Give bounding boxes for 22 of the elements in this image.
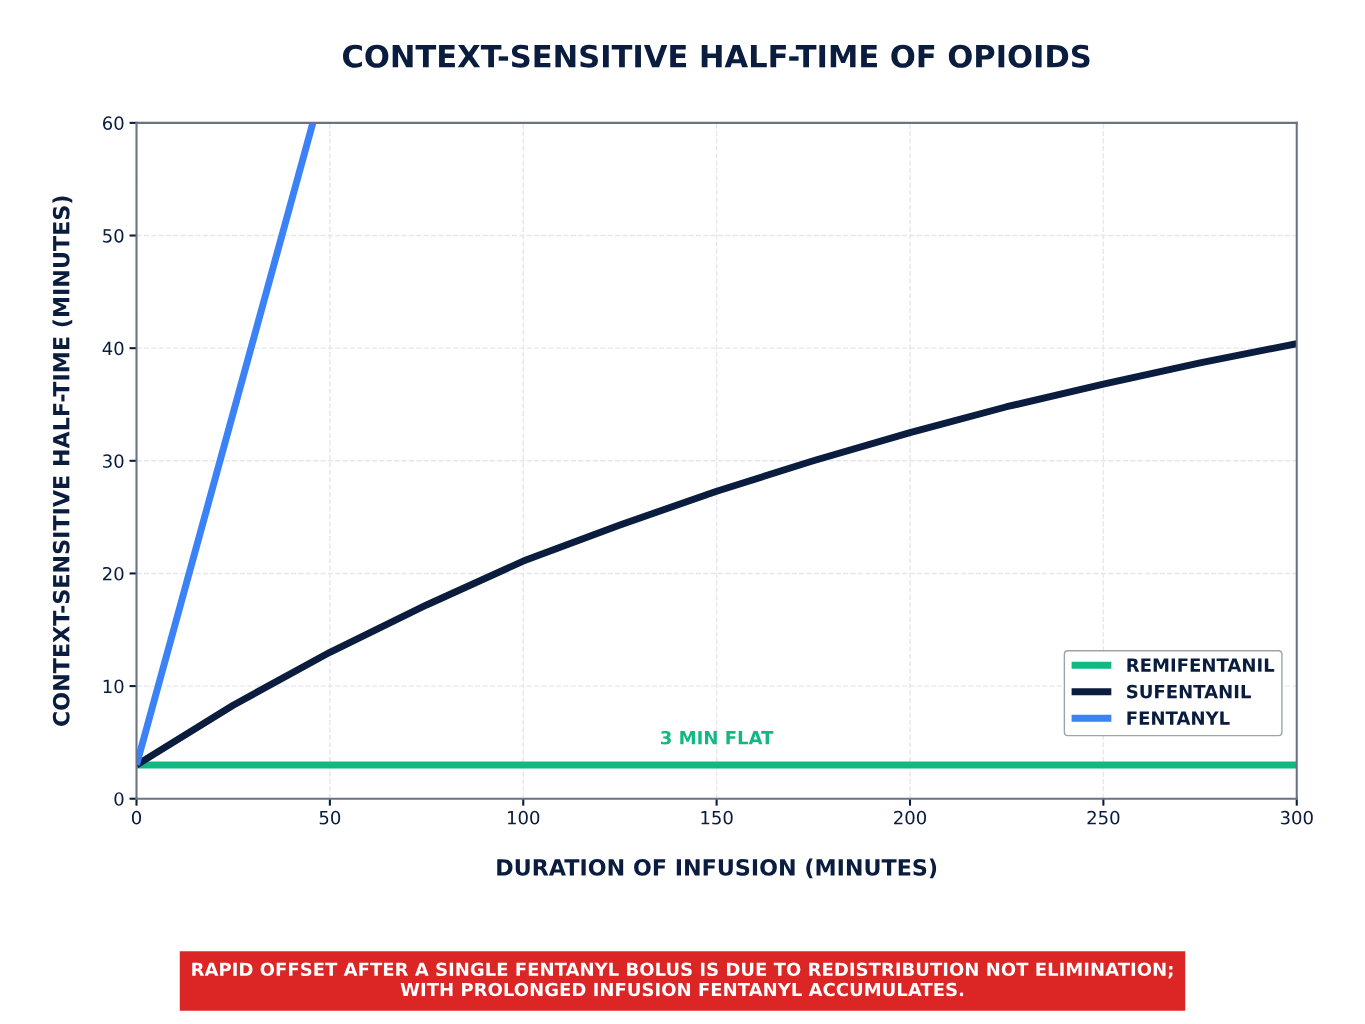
x-tick-label: 250 bbox=[1087, 810, 1120, 825]
legend-label: SUFENTANIL bbox=[1127, 684, 1251, 699]
x-tick-label: 300 bbox=[1280, 810, 1313, 825]
legend-label: REMIFENTANIL bbox=[1127, 658, 1275, 672]
chart-title: CONTEXT-SENSITIVE HALF-TIME OF OPIOIDS bbox=[342, 44, 1090, 68]
x-axis-title: DURATION OF INFUSION (MINUTES) bbox=[497, 858, 937, 879]
annotation: 3 MIN FLAT bbox=[661, 730, 774, 745]
y-tick-label: 50 bbox=[103, 228, 124, 243]
legend-label: FENTANYL bbox=[1127, 711, 1230, 725]
y-tick-label: 40 bbox=[102, 341, 124, 356]
text: RAPID OFFSET AFTER A SINGLE FENTANYL BOLUS IS DUE TO REDISTRIBUTION NOT ELIMINATION; WITH PROLONGED INFUSION FENTANYL ACCUMULATES. bbox=[192, 962, 1173, 997]
y-axis-title: CONTEXT-SENSITIVE HALF-TIME (MINUTES) bbox=[52, 196, 73, 726]
x-tick-label: 0 bbox=[131, 810, 142, 825]
x-tick-label: 200 bbox=[894, 810, 927, 825]
x-tick-label: 50 bbox=[319, 810, 341, 825]
x-tick-label: 150 bbox=[701, 810, 733, 825]
y-tick-label: 20 bbox=[103, 566, 124, 581]
y-tick-label: 10 bbox=[103, 679, 124, 694]
y-tick-label: 0 bbox=[114, 792, 124, 806]
y-tick-label: 30 bbox=[103, 454, 124, 468]
y-tick-label: 60 bbox=[102, 116, 124, 130]
x-tick-label: 100 bbox=[508, 810, 540, 825]
